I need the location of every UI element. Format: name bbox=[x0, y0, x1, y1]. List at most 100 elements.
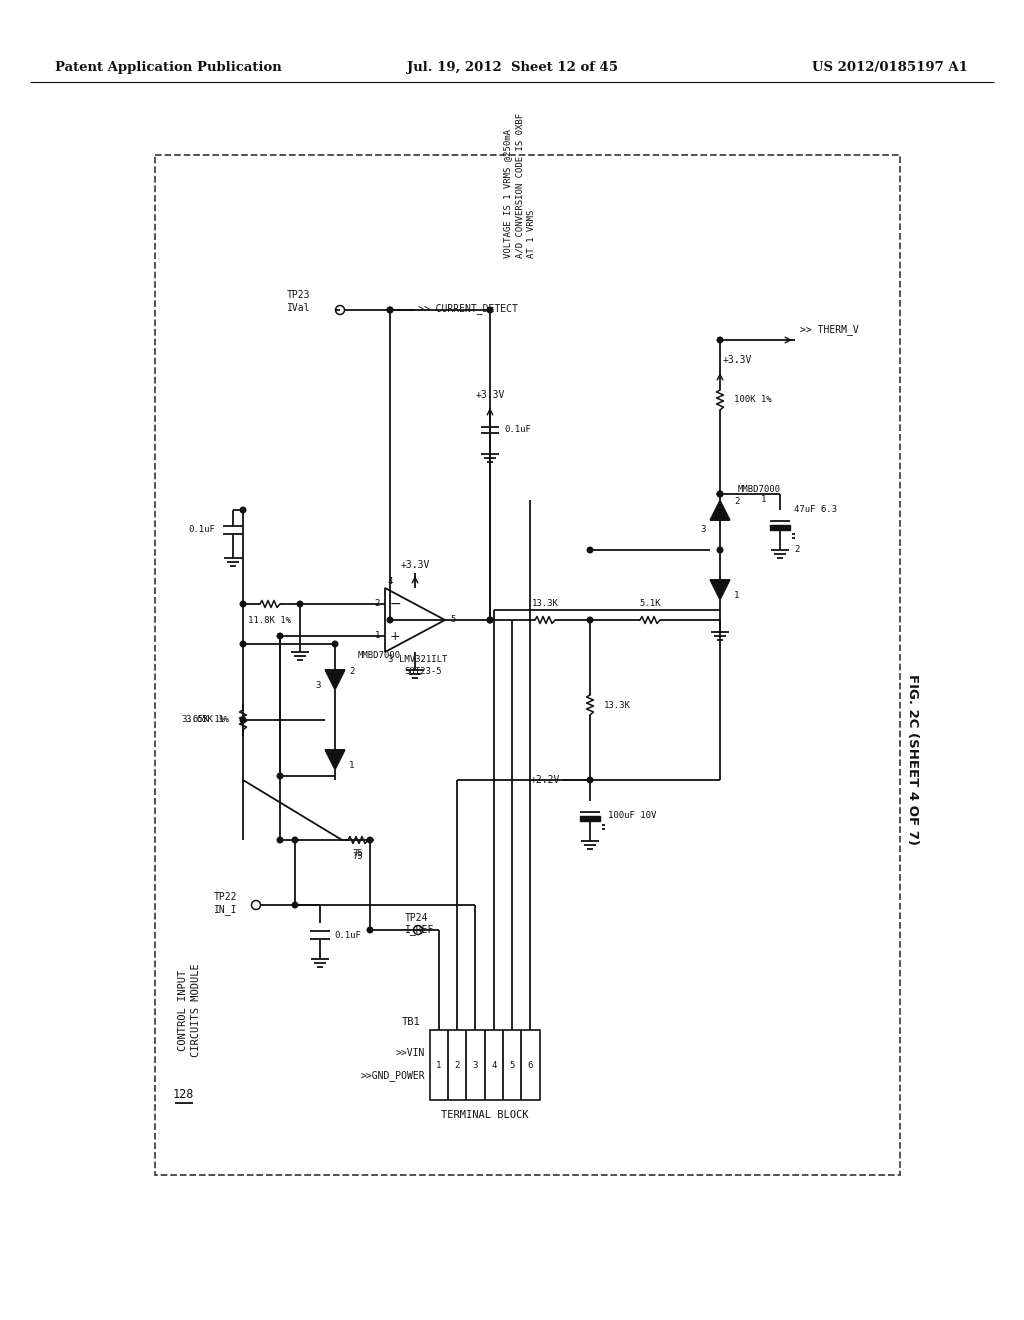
Text: 3.65K 1%: 3.65K 1% bbox=[182, 715, 225, 725]
Bar bbox=[430, 1030, 540, 1100]
Text: Patent Application Publication: Patent Application Publication bbox=[55, 61, 282, 74]
Text: 0.1uF: 0.1uF bbox=[334, 931, 360, 940]
Text: +: + bbox=[390, 630, 400, 643]
Text: US 2012/0185197 A1: US 2012/0185197 A1 bbox=[812, 61, 968, 74]
Text: AT 1 VRMS: AT 1 VRMS bbox=[527, 210, 537, 257]
Text: 0.1uF: 0.1uF bbox=[188, 525, 215, 535]
Text: 2: 2 bbox=[349, 668, 354, 676]
Polygon shape bbox=[710, 500, 730, 520]
Text: 5: 5 bbox=[450, 615, 456, 624]
Text: 2: 2 bbox=[375, 599, 380, 609]
Circle shape bbox=[241, 717, 246, 723]
Text: TERMINAL BLOCK: TERMINAL BLOCK bbox=[441, 1110, 528, 1119]
Circle shape bbox=[387, 308, 393, 313]
Circle shape bbox=[292, 837, 298, 842]
Text: −: − bbox=[389, 597, 400, 611]
Text: IVal: IVal bbox=[287, 304, 310, 313]
Text: 128: 128 bbox=[172, 1089, 194, 1101]
Text: 4: 4 bbox=[492, 1060, 497, 1069]
Circle shape bbox=[252, 900, 260, 909]
Text: 4: 4 bbox=[387, 577, 392, 586]
Text: VOLTAGE IS 1 VRMS @250mA: VOLTAGE IS 1 VRMS @250mA bbox=[504, 129, 512, 257]
Text: 0.1uF: 0.1uF bbox=[504, 425, 530, 434]
Text: CONTROL INPUT: CONTROL INPUT bbox=[178, 969, 188, 1051]
Polygon shape bbox=[325, 750, 345, 770]
Text: >>GND_POWER: >>GND_POWER bbox=[360, 1071, 425, 1081]
Circle shape bbox=[278, 634, 283, 639]
Text: 5.1K: 5.1K bbox=[639, 599, 660, 609]
Text: 75: 75 bbox=[352, 850, 364, 858]
Bar bbox=[580, 816, 600, 821]
Circle shape bbox=[717, 548, 723, 553]
Text: TP24: TP24 bbox=[406, 913, 428, 923]
Text: +2.2V: +2.2V bbox=[530, 775, 560, 785]
Text: 1: 1 bbox=[349, 760, 354, 770]
Circle shape bbox=[587, 777, 593, 783]
Circle shape bbox=[387, 618, 393, 623]
Circle shape bbox=[717, 337, 723, 343]
Text: 11.8K 1%: 11.8K 1% bbox=[249, 616, 292, 624]
Text: 5: 5 bbox=[509, 1060, 515, 1069]
Text: 3: 3 bbox=[315, 681, 321, 689]
Circle shape bbox=[487, 308, 493, 313]
Text: FIG. 2C (SHEET 4 OF 7): FIG. 2C (SHEET 4 OF 7) bbox=[905, 675, 919, 846]
Circle shape bbox=[587, 618, 593, 623]
Text: >> CURRENT_DETECT: >> CURRENT_DETECT bbox=[418, 304, 518, 314]
Circle shape bbox=[278, 837, 283, 842]
Polygon shape bbox=[710, 579, 730, 601]
Circle shape bbox=[368, 927, 373, 933]
Text: MMBD7000: MMBD7000 bbox=[358, 651, 401, 660]
Circle shape bbox=[487, 618, 493, 623]
Text: A/D CONVERSION CODE IS 0XBF: A/D CONVERSION CODE IS 0XBF bbox=[515, 114, 524, 257]
Text: 1: 1 bbox=[761, 495, 766, 503]
Circle shape bbox=[387, 308, 393, 313]
Circle shape bbox=[587, 548, 593, 553]
Text: SOT23-5: SOT23-5 bbox=[404, 668, 441, 676]
Text: 3: 3 bbox=[387, 655, 392, 664]
Text: 2: 2 bbox=[734, 498, 739, 507]
Text: TP23: TP23 bbox=[287, 290, 310, 300]
Circle shape bbox=[414, 925, 423, 935]
Circle shape bbox=[717, 491, 723, 496]
Text: 1: 1 bbox=[734, 590, 739, 599]
Bar bbox=[770, 525, 790, 531]
Text: 3: 3 bbox=[472, 1060, 477, 1069]
Text: I_REF: I_REF bbox=[406, 924, 434, 936]
Polygon shape bbox=[325, 671, 345, 690]
Bar bbox=[155, 154, 900, 1175]
Text: 13.3K: 13.3K bbox=[604, 701, 631, 710]
Text: 3.65K 1%: 3.65K 1% bbox=[186, 715, 229, 725]
Circle shape bbox=[241, 642, 246, 647]
Circle shape bbox=[717, 491, 723, 496]
Text: TP22: TP22 bbox=[213, 892, 237, 902]
Text: +3.3V: +3.3V bbox=[723, 355, 753, 366]
Circle shape bbox=[292, 902, 298, 908]
Text: LMV321ILT: LMV321ILT bbox=[398, 656, 447, 664]
Text: +3.3V: +3.3V bbox=[475, 389, 505, 400]
Text: MMBD7000: MMBD7000 bbox=[738, 486, 781, 495]
Text: CIRCUITS MODULE: CIRCUITS MODULE bbox=[191, 964, 201, 1057]
Circle shape bbox=[297, 601, 303, 607]
Text: 75: 75 bbox=[352, 851, 364, 861]
Circle shape bbox=[332, 642, 338, 647]
Text: >> THERM_V: >> THERM_V bbox=[800, 325, 859, 335]
Text: 1: 1 bbox=[436, 1060, 441, 1069]
Text: 47uF 6.3: 47uF 6.3 bbox=[794, 504, 837, 513]
Circle shape bbox=[487, 618, 493, 623]
Text: 13.3K: 13.3K bbox=[531, 599, 558, 609]
Circle shape bbox=[368, 837, 373, 842]
Text: Jul. 19, 2012  Sheet 12 of 45: Jul. 19, 2012 Sheet 12 of 45 bbox=[407, 61, 617, 74]
Text: 2: 2 bbox=[455, 1060, 460, 1069]
Text: 6: 6 bbox=[527, 1060, 532, 1069]
Text: 100K 1%: 100K 1% bbox=[734, 396, 772, 404]
Text: 2: 2 bbox=[794, 544, 800, 553]
Text: 1: 1 bbox=[375, 631, 380, 640]
Text: 100uF 10V: 100uF 10V bbox=[608, 810, 656, 820]
Text: +3.3V: +3.3V bbox=[400, 560, 430, 570]
Text: 3: 3 bbox=[700, 525, 706, 535]
Text: TB1: TB1 bbox=[401, 1016, 420, 1027]
Circle shape bbox=[336, 305, 344, 314]
Circle shape bbox=[241, 507, 246, 512]
Text: IN_I: IN_I bbox=[213, 904, 237, 916]
Circle shape bbox=[278, 774, 283, 779]
